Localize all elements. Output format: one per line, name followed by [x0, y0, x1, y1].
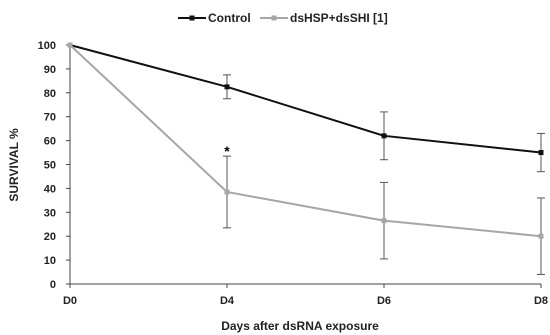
- x-tick-label: D8: [534, 295, 548, 307]
- significance-asterisk: *: [224, 143, 230, 159]
- y-tick-label: 90: [44, 64, 56, 76]
- legend: Control dsHSP+dsSHI [1]: [178, 11, 388, 25]
- y-tick-label: 60: [44, 136, 56, 148]
- legend-marker: [271, 15, 277, 21]
- x-tick-label: D4: [220, 295, 235, 307]
- y-tick-label: 100: [38, 40, 56, 52]
- x-tick-label: D6: [377, 295, 391, 307]
- y-tick-label: 70: [44, 112, 56, 124]
- data-point: [538, 233, 544, 239]
- legend-item-control: Control: [178, 11, 251, 25]
- series-control: [67, 42, 545, 173]
- series-line: [69, 44, 542, 154]
- y-tick-label: 50: [44, 160, 56, 172]
- y-axis-title: SURVIVAL %: [7, 128, 21, 202]
- series-line: [69, 44, 542, 238]
- x-axis: D0 D4 D6 D8: [63, 283, 548, 307]
- legend-marker: [189, 15, 195, 21]
- y-tick-label: 30: [44, 207, 56, 219]
- x-tick-label: D0: [63, 295, 77, 307]
- data-point: [381, 133, 387, 139]
- series-treatment: [67, 42, 545, 275]
- y-tick-label: 80: [44, 88, 56, 100]
- y-tick-label: 0: [50, 279, 56, 291]
- legend-item-treatment: dsHSP+dsSHI [1]: [260, 11, 388, 25]
- plot-area: [67, 42, 545, 275]
- y-tick-label: 20: [44, 231, 56, 243]
- data-point: [381, 218, 387, 224]
- data-point: [538, 150, 544, 156]
- y-tick-label: 40: [44, 183, 56, 195]
- annotations: *: [224, 143, 230, 159]
- legend-label: Control: [208, 11, 251, 25]
- data-point: [224, 189, 230, 195]
- data-point: [67, 42, 73, 48]
- y-axis: 0 10 20 30 40 50 60 70 80 90 100: [38, 40, 71, 291]
- legend-label: dsHSP+dsSHI [1]: [290, 11, 388, 25]
- data-point: [224, 84, 230, 90]
- y-tick-label: 10: [44, 255, 56, 267]
- x-axis-title: Days after dsRNA exposure: [221, 319, 379, 333]
